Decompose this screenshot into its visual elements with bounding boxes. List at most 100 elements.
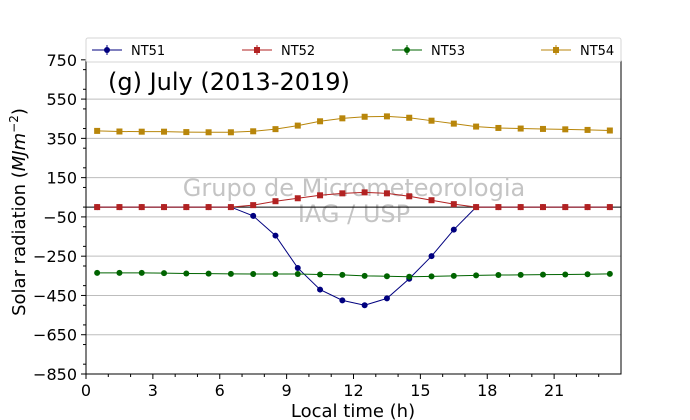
data-point-nt53 bbox=[116, 269, 123, 276]
data-point-nt52 bbox=[227, 204, 234, 211]
data-point-nt51 bbox=[294, 264, 301, 271]
data-point-nt54 bbox=[584, 126, 591, 133]
data-point-nt54 bbox=[250, 128, 257, 135]
data-point-nt52 bbox=[450, 201, 457, 208]
data-point-nt52 bbox=[406, 193, 413, 200]
data-point-nt53 bbox=[317, 271, 324, 278]
data-point-nt54 bbox=[428, 117, 435, 124]
data-point-nt53 bbox=[428, 273, 435, 280]
x-tick-label: 6 bbox=[215, 381, 225, 400]
data-point-nt53 bbox=[205, 270, 212, 277]
data-point-nt54 bbox=[539, 125, 546, 132]
data-point-nt51 bbox=[250, 212, 257, 219]
data-point-nt53 bbox=[294, 271, 301, 278]
y-tick-label: 350 bbox=[46, 129, 77, 148]
data-point-nt53 bbox=[450, 272, 457, 279]
data-point-nt52 bbox=[183, 204, 190, 211]
data-point-nt53 bbox=[94, 269, 101, 276]
legend-label-nt54: NT54 bbox=[580, 44, 614, 59]
watermark-line-2: IAG / USP bbox=[298, 200, 410, 228]
x-tick-label: 21 bbox=[544, 381, 564, 400]
legend-marker-nt53 bbox=[404, 47, 410, 53]
data-point-nt52 bbox=[294, 195, 301, 202]
y-axis-label-unit: MJm bbox=[9, 133, 30, 171]
series-line-nt52 bbox=[97, 191, 610, 208]
watermark: Grupo de Micrometeorologia IAG / USP bbox=[183, 174, 525, 228]
data-point-nt53 bbox=[584, 271, 591, 278]
data-point-nt52 bbox=[161, 204, 168, 211]
y-tick-label: −650 bbox=[33, 326, 77, 345]
y-tick-label: −50 bbox=[43, 208, 77, 227]
data-point-nt53 bbox=[406, 273, 413, 280]
data-point-nt52 bbox=[539, 204, 546, 211]
data-point-nt54 bbox=[205, 129, 212, 136]
x-axis: 0 3 6 9 12 15 18 21 bbox=[81, 374, 600, 400]
chart-annotation: (g) July (2013-2019) bbox=[108, 68, 350, 96]
legend-marker-nt51 bbox=[104, 47, 110, 53]
data-point-nt52 bbox=[317, 192, 324, 199]
data-point-nt51 bbox=[450, 226, 457, 233]
legend-label-nt53: NT53 bbox=[431, 44, 465, 59]
data-point-nt54 bbox=[227, 129, 234, 136]
data-point-nt52 bbox=[339, 190, 346, 197]
data-point-nt53 bbox=[227, 270, 234, 277]
data-point-nt52 bbox=[473, 204, 480, 211]
data-point-nt54 bbox=[473, 123, 480, 130]
data-point-nt54 bbox=[94, 127, 101, 134]
data-point-nt51 bbox=[361, 302, 368, 309]
data-point-nt54 bbox=[272, 126, 279, 133]
series-layer bbox=[94, 113, 613, 309]
data-point-nt53 bbox=[339, 271, 346, 278]
legend: NT51 NT52 NT53 NT54 bbox=[85, 37, 622, 63]
data-point-nt54 bbox=[361, 113, 368, 120]
data-point-nt52 bbox=[272, 198, 279, 205]
data-point-nt53 bbox=[272, 271, 279, 278]
data-point-nt52 bbox=[250, 202, 257, 209]
y-axis-label-exponent: −2 bbox=[7, 115, 21, 133]
series-line-nt53 bbox=[97, 272, 610, 278]
watermark-line-1: Grupo de Micrometeorologia bbox=[183, 174, 525, 202]
data-point-nt54 bbox=[317, 118, 324, 125]
data-point-nt51 bbox=[383, 295, 390, 302]
data-point-nt53 bbox=[495, 272, 502, 279]
y-tick-label: −250 bbox=[33, 247, 77, 266]
data-point-nt53 bbox=[183, 270, 190, 277]
data-point-nt54 bbox=[606, 127, 613, 134]
data-point-nt53 bbox=[473, 272, 480, 279]
data-point-nt53 bbox=[138, 269, 145, 276]
data-point-nt52 bbox=[383, 190, 390, 197]
data-point-nt53 bbox=[383, 273, 390, 280]
data-point-nt52 bbox=[606, 204, 613, 211]
data-point-nt54 bbox=[294, 122, 301, 129]
y-tick-label: 750 bbox=[46, 51, 77, 70]
x-tick-label: 18 bbox=[477, 381, 497, 400]
data-point-nt54 bbox=[517, 125, 524, 132]
y-axis-label: Solar radiation (MJm−2) bbox=[7, 108, 30, 316]
legend-label-nt51: NT51 bbox=[131, 44, 165, 59]
y-tick-label: 150 bbox=[46, 169, 77, 188]
data-point-nt52 bbox=[116, 204, 123, 211]
y-tick-label: 550 bbox=[46, 90, 77, 109]
data-point-nt53 bbox=[606, 270, 613, 277]
data-point-nt54 bbox=[116, 128, 123, 135]
data-point-nt51 bbox=[317, 286, 324, 293]
data-point-nt53 bbox=[562, 271, 569, 278]
x-tick-label: 12 bbox=[343, 381, 363, 400]
data-point-nt51 bbox=[339, 297, 346, 304]
data-point-nt52 bbox=[94, 204, 101, 211]
data-point-nt53 bbox=[539, 271, 546, 278]
series-line-nt54 bbox=[97, 115, 610, 133]
data-point-nt54 bbox=[450, 120, 457, 127]
data-point-nt54 bbox=[495, 124, 502, 131]
data-point-nt54 bbox=[383, 113, 390, 120]
y-axis-label-close: ) bbox=[9, 108, 30, 115]
x-tick-label: 0 bbox=[81, 381, 91, 400]
data-point-nt53 bbox=[161, 270, 168, 277]
data-point-nt53 bbox=[361, 272, 368, 279]
data-point-nt52 bbox=[428, 197, 435, 204]
legend-label-nt52: NT52 bbox=[281, 44, 315, 59]
data-point-nt54 bbox=[339, 115, 346, 122]
data-point-nt54 bbox=[406, 114, 413, 121]
data-point-nt54 bbox=[562, 126, 569, 133]
